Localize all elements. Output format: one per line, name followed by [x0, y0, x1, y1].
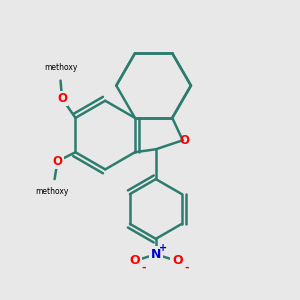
- Text: N: N: [151, 248, 161, 261]
- Text: methoxy: methoxy: [35, 188, 68, 196]
- Text: O: O: [180, 134, 190, 147]
- Text: O: O: [172, 254, 183, 267]
- Text: -: -: [184, 262, 189, 272]
- Text: -: -: [141, 262, 146, 272]
- Text: O: O: [57, 92, 67, 105]
- Text: methoxy: methoxy: [44, 63, 77, 72]
- Text: O: O: [129, 254, 140, 267]
- Text: O: O: [52, 155, 63, 168]
- Text: +: +: [159, 243, 167, 253]
